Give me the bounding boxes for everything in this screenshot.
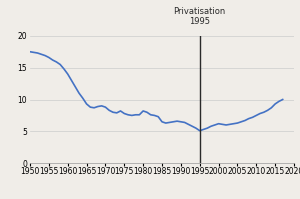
Text: Privatisation
1995: Privatisation 1995 <box>174 7 226 26</box>
